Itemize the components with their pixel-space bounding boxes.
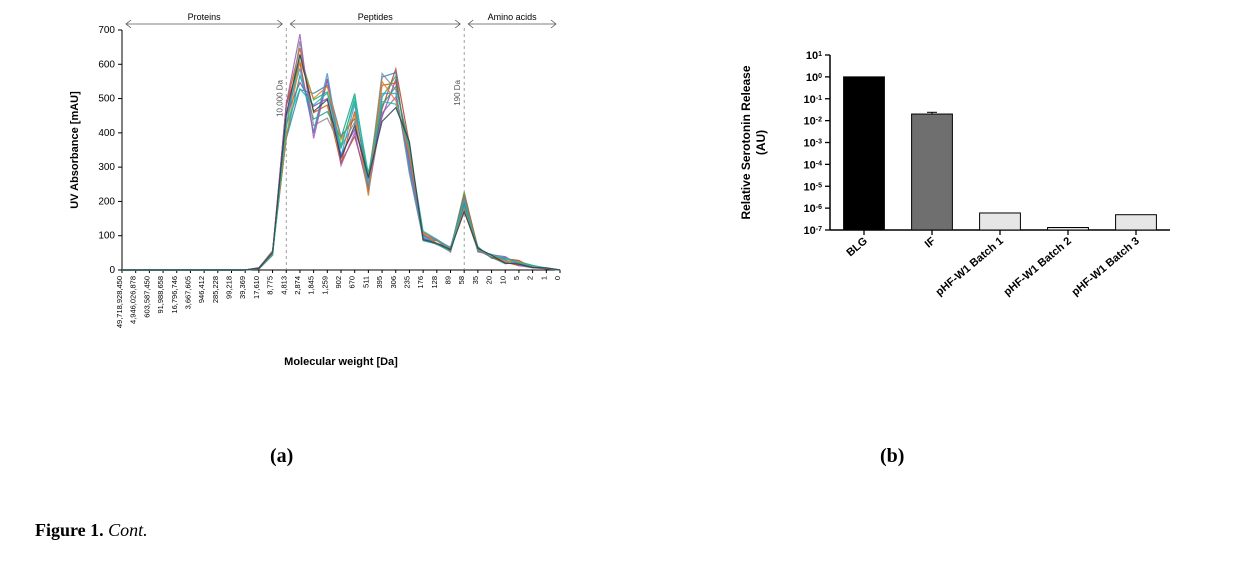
svg-text:128: 128 <box>430 276 439 289</box>
svg-text:58: 58 <box>457 276 466 284</box>
svg-text:10: 10 <box>498 276 507 284</box>
panels-row: 0100200300400500600700UV Absorbance [mAU… <box>60 10 1190 430</box>
svg-text:UV Absorbance [mAU]: UV Absorbance [mAU] <box>69 91 81 209</box>
svg-text:902: 902 <box>334 276 343 289</box>
svg-text:10,000 Da: 10,000 Da <box>275 79 284 116</box>
panel-b-svg: 10-7 10-6 10-5 10-4 10-3 10-2 10-1 100 101 Relati… <box>720 40 1180 340</box>
svg-text:(AU): (AU) <box>754 130 768 155</box>
svg-text:pHF-W1 Batch 2: pHF-W1 Batch 2 <box>1002 235 1074 298</box>
svg-text:4,946,026,878: 4,946,026,878 <box>129 276 138 324</box>
svg-text:176: 176 <box>416 276 425 289</box>
svg-text:10-5: 10-5 <box>804 181 823 193</box>
svg-text:101: 101 <box>806 50 822 62</box>
svg-text:1,259: 1,259 <box>320 276 329 295</box>
svg-text:2: 2 <box>526 276 535 280</box>
svg-text:16,796,746: 16,796,746 <box>170 276 179 314</box>
svg-text:700: 700 <box>98 25 115 36</box>
svg-text:49,718,928,450: 49,718,928,450 <box>115 276 124 328</box>
svg-text:10-3: 10-3 <box>804 138 823 150</box>
svg-text:1: 1 <box>539 276 548 280</box>
svg-text:3,667,605: 3,667,605 <box>183 276 192 309</box>
svg-text:190 Da: 190 Da <box>453 79 462 105</box>
svg-text:300: 300 <box>98 162 115 173</box>
subpanel-label-b: (b) <box>880 445 904 468</box>
svg-text:10-7: 10-7 <box>804 225 823 237</box>
svg-text:10-1: 10-1 <box>804 94 823 106</box>
svg-text:99,218: 99,218 <box>225 276 234 299</box>
svg-text:Relative Serotonin Release: Relative Serotonin Release <box>739 65 753 219</box>
svg-text:285,228: 285,228 <box>211 276 220 303</box>
svg-text:20: 20 <box>485 276 494 284</box>
svg-text:235: 235 <box>402 276 411 289</box>
svg-text:511: 511 <box>361 276 370 288</box>
page: 0100200300400500600700UV Absorbance [mAU… <box>0 0 1241 568</box>
caption-bold: Figure 1. <box>35 520 104 540</box>
svg-text:17,610: 17,610 <box>252 276 261 299</box>
svg-text:91,988,658: 91,988,658 <box>156 276 165 314</box>
svg-text:Molecular weight [Da]: Molecular weight [Da] <box>284 356 398 368</box>
figure-caption: Figure 1. Cont. <box>35 520 148 541</box>
svg-text:pHF-W1 Batch 1: pHF-W1 Batch 1 <box>934 235 1006 298</box>
svg-text:Peptides: Peptides <box>358 12 394 22</box>
svg-text:10-6: 10-6 <box>804 203 823 215</box>
svg-text:8,775: 8,775 <box>266 276 275 295</box>
svg-text:35: 35 <box>471 276 480 284</box>
svg-text:400: 400 <box>98 128 115 139</box>
svg-text:2,874: 2,874 <box>293 276 302 295</box>
caption-rest: Cont. <box>104 520 148 540</box>
panel-a-svg: 0100200300400500600700UV Absorbance [mAU… <box>60 10 570 410</box>
svg-text:5: 5 <box>512 276 521 280</box>
svg-text:IF: IF <box>923 235 938 251</box>
svg-text:500: 500 <box>98 94 115 105</box>
svg-text:603,587,450: 603,587,450 <box>142 276 151 318</box>
svg-text:100: 100 <box>98 231 115 242</box>
svg-text:395: 395 <box>375 276 384 289</box>
panel-a-chart: 0100200300400500600700UV Absorbance [mAU… <box>60 10 570 410</box>
svg-text:100: 100 <box>806 72 822 84</box>
svg-text:0: 0 <box>109 265 115 276</box>
svg-text:BLG: BLG <box>844 235 870 259</box>
svg-text:39,369: 39,369 <box>238 276 247 299</box>
svg-text:Proteins: Proteins <box>188 12 222 22</box>
panel-b-chart: 10-7 10-6 10-5 10-4 10-3 10-2 10-1 100 101 Relati… <box>720 40 1180 340</box>
svg-text:10-2: 10-2 <box>804 116 823 128</box>
svg-text:10-4: 10-4 <box>804 159 823 171</box>
svg-text:4,813: 4,813 <box>279 276 288 295</box>
svg-text:0: 0 <box>553 276 562 280</box>
svg-text:200: 200 <box>98 196 115 207</box>
svg-text:670: 670 <box>348 276 357 289</box>
svg-text:946,412: 946,412 <box>197 276 206 303</box>
svg-text:1,845: 1,845 <box>307 276 316 295</box>
svg-text:306: 306 <box>389 276 398 289</box>
svg-text:pHF-W1 Batch 3: pHF-W1 Batch 3 <box>1070 235 1142 298</box>
svg-text:89: 89 <box>444 276 453 284</box>
svg-text:600: 600 <box>98 59 115 70</box>
subpanel-label-a: (a) <box>270 445 293 468</box>
svg-text:Amino acids: Amino acids <box>488 12 538 22</box>
